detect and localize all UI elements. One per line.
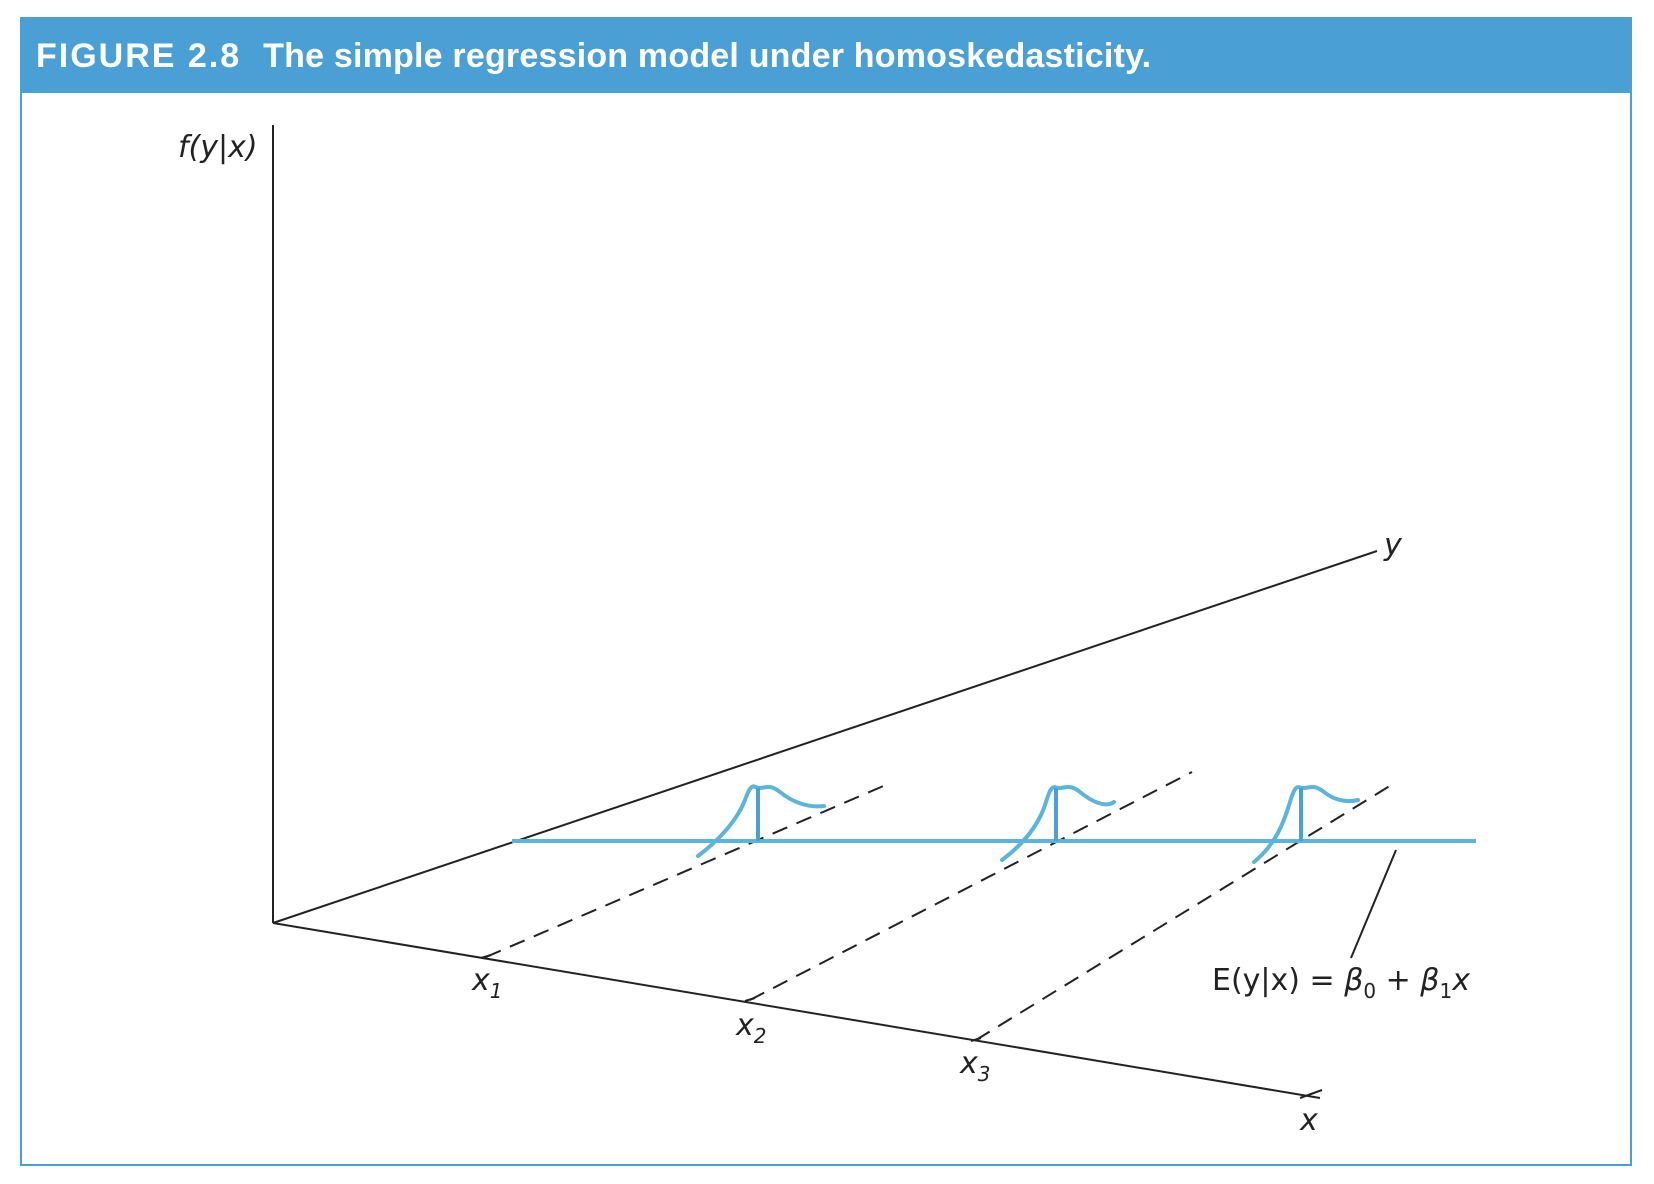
figure-title-bar: FIGURE 2.8 The simple regression model u… bbox=[22, 19, 1630, 93]
density-curve-3 bbox=[1252, 785, 1360, 864]
dashed-line-x3 bbox=[975, 783, 1394, 1041]
x-tick-label-1: x1 bbox=[471, 963, 503, 1003]
density-curve-1 bbox=[696, 784, 826, 858]
x-tick-label-3: x3 bbox=[959, 1046, 991, 1086]
x-axis-label: x bbox=[1299, 1103, 1318, 1138]
figure-label: FIGURE 2.8 bbox=[36, 36, 242, 75]
regression-line-label: E(y|x) = β0 + β1x bbox=[1212, 963, 1470, 1003]
label-pointer-line bbox=[1350, 849, 1397, 959]
x-axis bbox=[272, 922, 1321, 1099]
x-axis-end-tick bbox=[1299, 1089, 1323, 1099]
dashed-line-x2 bbox=[749, 771, 1193, 1001]
y-axis bbox=[272, 550, 1378, 924]
y-axis-label: y bbox=[1383, 528, 1403, 563]
figure-title: The simple regression model under homosk… bbox=[263, 36, 1152, 75]
x-tick-label-2: x2 bbox=[735, 1008, 767, 1048]
vertical-axis-label: f(y|x) bbox=[178, 130, 258, 165]
density-curve-2 bbox=[1000, 785, 1116, 862]
figure-frame: FIGURE 2.8 The simple regression model u… bbox=[20, 17, 1632, 1166]
dashed-line-x1 bbox=[485, 783, 889, 958]
